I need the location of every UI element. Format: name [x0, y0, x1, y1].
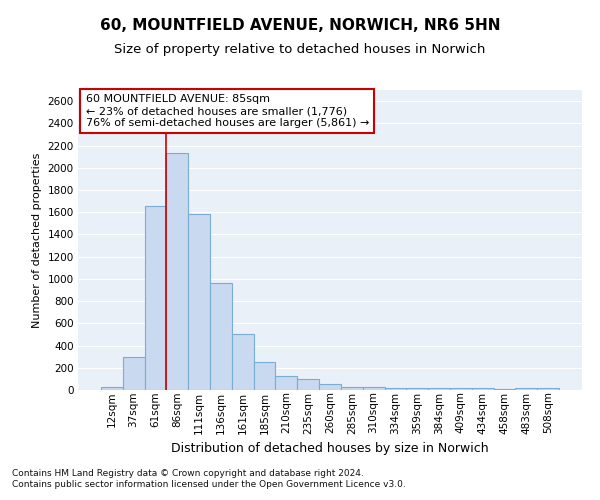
- Bar: [494, 389, 515, 390]
- Bar: [385, 388, 406, 390]
- Y-axis label: Number of detached properties: Number of detached properties: [32, 152, 42, 328]
- Text: Contains public sector information licensed under the Open Government Licence v3: Contains public sector information licen…: [12, 480, 406, 489]
- Bar: [515, 388, 537, 390]
- Bar: [101, 387, 123, 390]
- Bar: [210, 284, 232, 390]
- Bar: [188, 214, 210, 390]
- Text: Size of property relative to detached houses in Norwich: Size of property relative to detached ho…: [115, 42, 485, 56]
- Bar: [232, 334, 254, 390]
- Bar: [537, 388, 559, 390]
- Bar: [297, 379, 319, 390]
- X-axis label: Distribution of detached houses by size in Norwich: Distribution of detached houses by size …: [171, 442, 489, 455]
- Bar: [406, 388, 428, 390]
- Bar: [319, 384, 341, 390]
- Bar: [254, 362, 275, 390]
- Bar: [363, 386, 385, 390]
- Bar: [428, 388, 450, 390]
- Bar: [450, 388, 472, 390]
- Text: Contains HM Land Registry data © Crown copyright and database right 2024.: Contains HM Land Registry data © Crown c…: [12, 468, 364, 477]
- Bar: [472, 388, 494, 390]
- Bar: [123, 356, 145, 390]
- Text: 60 MOUNTFIELD AVENUE: 85sqm
← 23% of detached houses are smaller (1,776)
76% of : 60 MOUNTFIELD AVENUE: 85sqm ← 23% of det…: [86, 94, 369, 128]
- Text: 60, MOUNTFIELD AVENUE, NORWICH, NR6 5HN: 60, MOUNTFIELD AVENUE, NORWICH, NR6 5HN: [100, 18, 500, 32]
- Bar: [275, 376, 297, 390]
- Bar: [166, 154, 188, 390]
- Bar: [341, 386, 363, 390]
- Bar: [145, 206, 166, 390]
